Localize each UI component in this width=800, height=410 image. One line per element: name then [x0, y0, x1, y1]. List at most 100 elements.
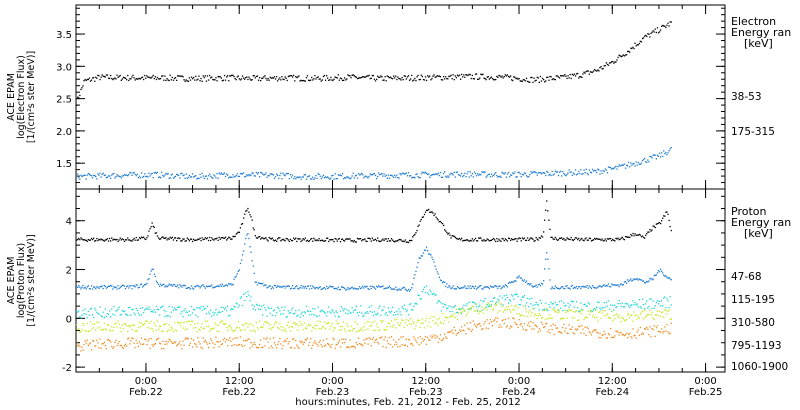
data-point: [133, 312, 135, 314]
data-point: [479, 237, 481, 239]
data-point: [578, 310, 580, 312]
data-point: [199, 80, 201, 82]
data-point: [209, 285, 211, 287]
data-point: [303, 174, 305, 176]
data-point: [521, 80, 523, 82]
data-point: [121, 78, 123, 80]
data-point: [233, 278, 235, 280]
data-point: [625, 318, 628, 321]
data-point: [578, 170, 580, 173]
data-point: [212, 238, 214, 241]
data-point: [517, 78, 519, 80]
data-point: [613, 62, 615, 64]
data-point: [313, 327, 315, 329]
data-point: [667, 331, 669, 333]
data-point: [187, 314, 189, 317]
data-point: [186, 80, 188, 82]
data-point: [443, 306, 445, 308]
data-point: [151, 268, 153, 270]
data-point: [185, 79, 187, 81]
data-point: [425, 317, 428, 319]
data-point: [318, 315, 320, 317]
data-point: [579, 310, 581, 313]
data-point: [153, 343, 155, 345]
data-point: [437, 300, 439, 302]
data-point: [461, 308, 463, 310]
data-point: [99, 78, 101, 81]
data-point: [102, 239, 104, 241]
data-point: [572, 300, 574, 303]
data-point: [505, 326, 507, 328]
data-point: [369, 238, 371, 240]
data-point: [250, 251, 252, 253]
data-point: [413, 277, 415, 279]
data-point: [163, 348, 165, 350]
data-point: [266, 176, 268, 178]
data-point: [585, 286, 587, 288]
data-point: [485, 306, 487, 308]
data-point: [479, 304, 481, 306]
data-point: [504, 74, 506, 76]
data-point: [78, 97, 80, 99]
data-point: [96, 286, 98, 288]
data-point: [446, 283, 448, 285]
data-point: [620, 164, 622, 167]
data-point: [556, 287, 559, 289]
data-point: [187, 80, 189, 82]
data-point: [460, 239, 462, 241]
data-point: [586, 239, 588, 241]
data-point: [661, 25, 663, 27]
data-point: [408, 290, 411, 292]
data-point: [618, 54, 620, 56]
data-point: [530, 76, 532, 79]
data-point: [618, 314, 620, 316]
data-point: [308, 324, 311, 326]
data-point: [456, 311, 459, 314]
data-point: [666, 154, 668, 156]
data-point: [183, 238, 185, 240]
data-point: [198, 341, 200, 343]
data-point: [281, 329, 283, 331]
data-point: [89, 174, 92, 176]
data-point: [397, 322, 399, 324]
data-point: [227, 75, 229, 77]
data-point: [500, 240, 502, 243]
y-axis-label: [1/(cm²s ster MeV)]: [26, 51, 37, 143]
data-point: [485, 239, 487, 242]
data-point: [229, 237, 231, 239]
data-point: [471, 285, 473, 287]
data-point: [257, 347, 260, 349]
data-point: [213, 286, 215, 288]
data-point: [481, 239, 483, 241]
data-point: [635, 234, 637, 236]
data-point: [504, 298, 506, 301]
data-point: [496, 174, 498, 177]
data-point: [608, 317, 611, 319]
data-point: [364, 322, 366, 325]
data-point: [85, 313, 87, 315]
x-tick-date-label: Feb.24: [595, 387, 629, 398]
data-point: [121, 324, 123, 326]
data-point: [333, 241, 335, 243]
data-point: [462, 329, 464, 332]
data-point: [139, 343, 142, 345]
data-point: [642, 236, 645, 239]
data-point: [322, 75, 325, 78]
data-point: [345, 289, 347, 291]
data-point: [486, 76, 488, 78]
data-point: [494, 319, 496, 321]
data-point: [202, 238, 204, 241]
data-point: [483, 171, 485, 173]
data-point: [252, 172, 254, 174]
data-point: [553, 307, 555, 309]
data-point: [562, 327, 564, 329]
data-point: [347, 313, 349, 315]
data-point: [270, 77, 272, 79]
data-point: [557, 239, 560, 241]
data-point: [172, 330, 175, 332]
data-point: [341, 325, 344, 328]
data-point: [545, 80, 547, 82]
data-point: [240, 223, 243, 225]
data-point: [395, 286, 397, 288]
data-point: [379, 240, 381, 243]
